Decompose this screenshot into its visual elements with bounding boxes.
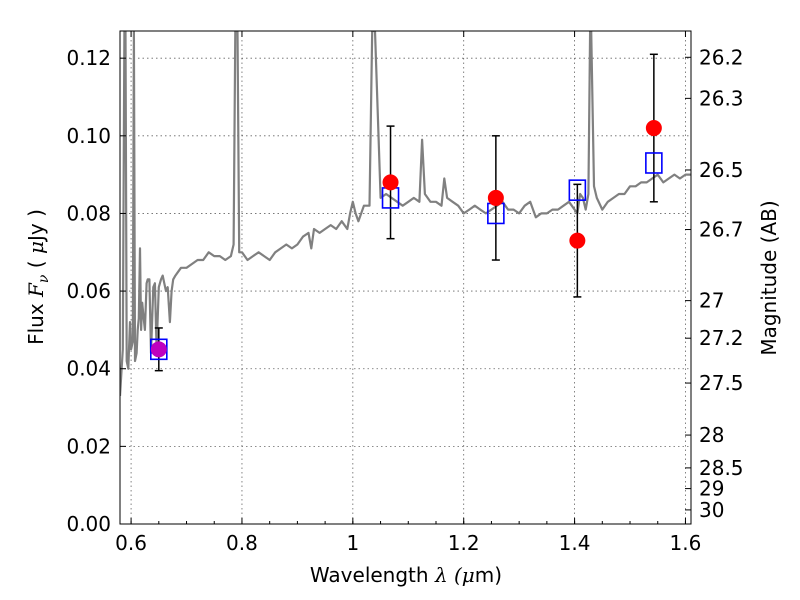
magnitude-tick-label: 27 [699,289,724,313]
x-tick-label: 0.8 [226,531,258,555]
x-tick-label: 1.2 [448,531,480,555]
observed-point [569,232,586,249]
y-tick-label: 0.08 [66,201,111,225]
grid [120,31,691,525]
plot-frame [119,30,692,525]
model-square-marker [568,179,587,201]
errorbar-layer [154,53,658,372]
magnitude-tick-label: 26.5 [699,158,744,182]
y-axis-label: Flux Fν ( μJy ) [24,209,52,345]
tick-layer: 0.6 0.8 1 1.2 1.4 1.6 0.00 0.02 0.04 0.06 0.08 0.10… [66,31,744,555]
magnitude-axis-label: Magnitude (AB) [757,200,781,355]
magnitude-tick-label: 29 [699,477,724,501]
magnitude-tick-label: 26.3 [699,86,744,110]
magnitude-tick-label: 27.5 [699,371,744,395]
magnitude-tick-label: 28.5 [699,456,744,480]
x-tick-label: 0.6 [115,531,147,555]
y-tick-label: 0.06 [66,279,111,303]
y-tick-label: 0.00 [66,512,111,536]
magnitude-tick-label: 30 [699,498,724,522]
magnitude-tick-label: 26.2 [699,45,744,69]
observed-point [645,120,662,137]
x-tick-label: 1.6 [670,531,702,555]
y-tick-label: 0.02 [66,434,111,458]
x-tick-label: 1 [346,531,359,555]
marker-layer [150,120,663,361]
observed-point [150,341,167,358]
y-tick-label: 0.12 [66,46,111,70]
magnitude-tick-label: 28 [699,423,724,447]
magnitude-tick-label: 26.7 [699,218,744,242]
observed-point [487,189,504,206]
observed-point [382,174,399,191]
model-square-marker [645,152,663,174]
x-tick-label: 1.4 [559,531,591,555]
x-axis-label: Wavelength λ (μm) [310,563,502,587]
y-tick-label: 0.04 [66,357,111,381]
magnitude-tick-label: 27.2 [699,326,744,350]
y-tick-label: 0.10 [66,124,111,148]
